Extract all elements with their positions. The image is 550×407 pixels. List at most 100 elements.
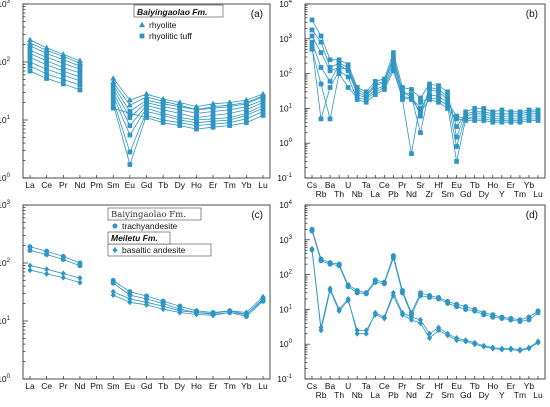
chart-panel-3: 100101102103LaCePrNdPmSmEuGdTbDyHoErTmYb… [0,200,270,391]
x-tick-label: Yb [241,381,252,391]
x-tick-label: Y [499,189,505,199]
data-point [409,151,413,155]
data-point [536,310,541,315]
series-line [312,249,538,351]
data-point [418,100,422,104]
x-tick-label: Pm [90,381,103,391]
data-point [481,344,486,350]
data-point [518,319,523,324]
data-point [310,44,314,48]
data-point [454,159,458,163]
data-point [373,280,378,285]
data-point [328,262,333,267]
x-tick-label: U [345,180,351,190]
data-point [310,18,314,22]
data-point [328,58,332,62]
data-point [509,120,513,124]
data-point [111,102,115,106]
chart-panel-4: 10-1 100 101 102 103 104 CsRbBaThUNbTaLaCePbPr… [277,200,545,400]
x-tick-label: Ce [41,381,52,391]
y-tick-label: 104 [279,0,292,9]
data-point [61,257,66,262]
x-tick-label: La [371,390,381,400]
panel-label: (a) [251,9,263,20]
data-point [61,275,66,281]
data-point [454,144,458,148]
legend-marker [139,22,145,27]
data-point [508,317,513,322]
data-point [473,118,477,122]
legend-group-title: Meiletu Fm. [111,233,158,243]
data-point [482,118,486,122]
data-point [78,280,83,286]
data-point [310,28,314,32]
data-point [355,97,359,101]
data-point [527,317,532,322]
data-point [78,88,82,92]
y-tick-label: 103 [279,235,292,245]
x-tick-label: Lu [258,180,268,190]
x-tick-label: Tb [158,381,168,391]
data-point [111,292,116,298]
data-point [337,63,341,67]
data-point [463,307,468,312]
legend-entry: trachyandesite [122,221,178,231]
data-point [128,115,132,119]
plot-frame [23,205,270,379]
series-4 [310,40,540,121]
data-point [536,118,540,122]
data-point [463,118,467,122]
x-tick-label: Pb [388,390,399,400]
data-point [400,290,405,295]
data-point [527,118,531,122]
x-tick-label: Zr [426,189,434,199]
data-point [261,113,265,117]
x-tick-label: Tm [224,381,236,391]
panel-label: (d) [526,210,538,221]
x-tick-label: Ho [191,180,202,190]
series-1 [310,227,541,322]
y-tick-label: 102 [0,57,11,67]
x-tick-label: Pr [59,180,68,190]
data-point [44,76,48,80]
data-point [319,34,323,38]
x-tick-label: Eu [125,180,136,190]
data-point [228,123,232,127]
data-point [78,71,82,75]
x-tick-label: Pr [59,381,68,391]
series-line [312,231,538,322]
data-point [111,106,115,110]
x-tick-label: La [371,189,381,199]
panel-label: (b) [526,9,538,20]
x-tick-label: Gd [460,189,472,199]
data-point [409,87,413,91]
data-point [418,110,422,114]
x-tick-label: Ho [191,381,202,391]
data-point [128,162,132,166]
data-point [436,90,440,94]
data-point [319,117,323,121]
data-point [28,44,32,48]
data-point [418,96,422,100]
y-tick-label: 100 [279,339,292,349]
chart-panel-1: 100101102103LaCePrNdPmSmEuGdTbDyHoErTmYb… [0,0,270,190]
data-point [128,133,132,137]
series-line [312,42,538,119]
y-tick-label: 103 [0,0,11,9]
x-tick-label: Tb [158,180,168,190]
data-point [61,77,65,81]
data-point [355,290,360,295]
y-tick-label: 101 [0,316,11,326]
data-point [78,263,83,268]
data-point [44,271,49,277]
plot-frame [305,205,545,379]
chart-panel-2: 10-1100101102103104CsRbBaThUNbTaLaCePbPr… [277,0,545,199]
data-point [61,82,65,86]
data-point [161,120,165,124]
y-tick-label: 104 [279,200,292,210]
data-point [445,106,449,110]
y-tick-label: 100 [0,173,11,183]
data-point [427,295,432,300]
data-point [128,150,132,154]
x-tick-label: Sm [441,189,454,199]
